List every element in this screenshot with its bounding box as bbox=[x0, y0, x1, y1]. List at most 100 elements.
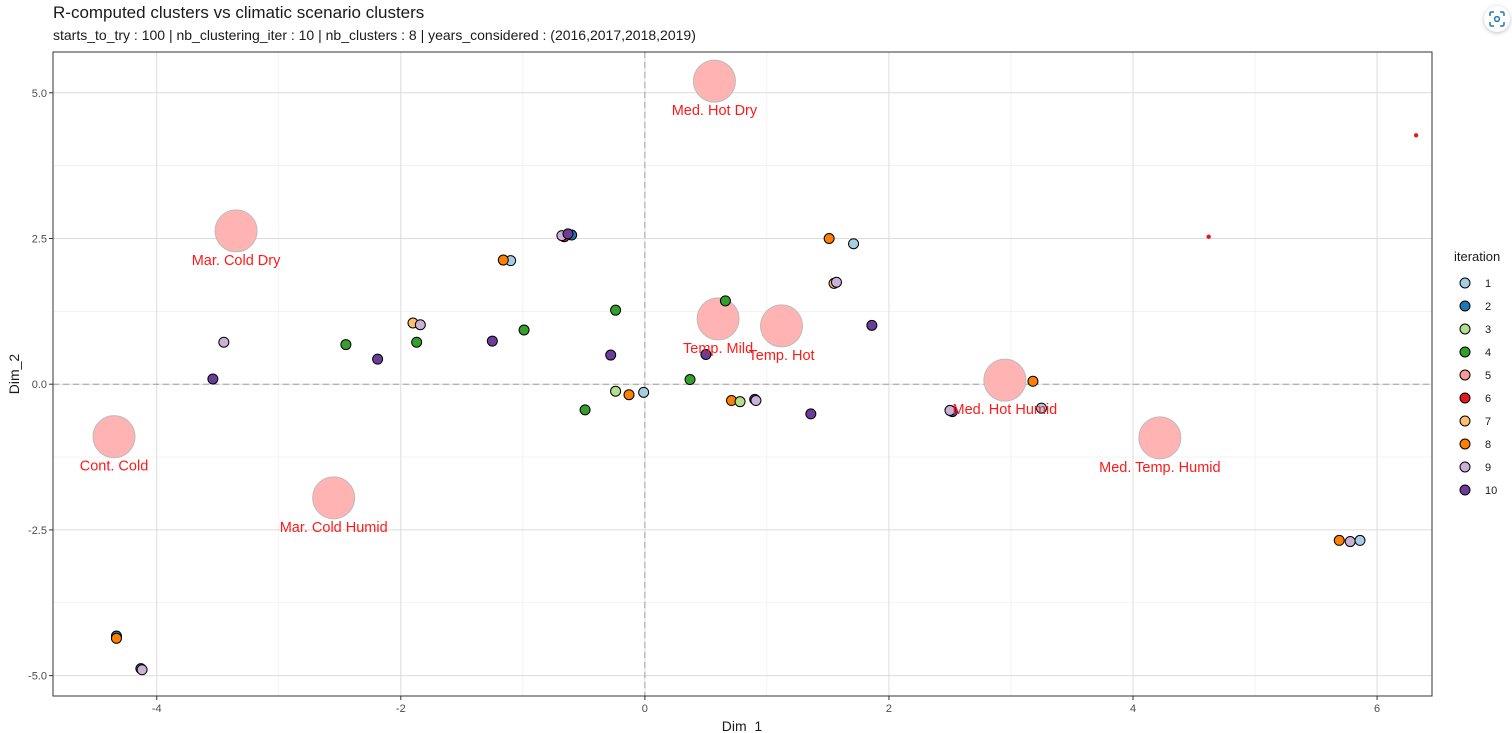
data-point bbox=[805, 408, 817, 420]
chart-subtitle: starts_to_try : 100 | nb_clustering_iter… bbox=[53, 27, 696, 43]
data-point bbox=[623, 389, 635, 401]
data-point bbox=[944, 404, 956, 416]
y-tick-label: 0.0 bbox=[32, 379, 47, 391]
legend-label: 9 bbox=[1485, 462, 1491, 474]
legend-key bbox=[1459, 300, 1471, 312]
legend: iteration 1 2 3 4 5 6 7 8 9 10 bbox=[1454, 249, 1500, 497]
legend-label: 4 bbox=[1485, 347, 1491, 359]
x-axis-ticks: -4 -2 0 2 4 6 bbox=[152, 696, 1380, 715]
scenario-cluster-label: Mar. Cold Humid bbox=[280, 520, 388, 536]
data-point bbox=[207, 373, 219, 385]
scenario-cluster-label: Temp. Hot bbox=[749, 348, 815, 364]
expand-button[interactable] bbox=[1484, 6, 1510, 32]
scenario-cluster-label: Med. Hot Dry bbox=[672, 103, 758, 119]
data-point bbox=[518, 324, 530, 336]
x-tick-label: 6 bbox=[1374, 703, 1380, 715]
legend-key bbox=[1459, 346, 1471, 358]
y-tick-label: 5.0 bbox=[32, 88, 47, 100]
y-axis-ticks: -5.0 -2.5 0.0 2.5 5.0 bbox=[28, 88, 53, 683]
data-point bbox=[1413, 133, 1419, 138]
data-point bbox=[1027, 375, 1039, 387]
data-point bbox=[1344, 536, 1356, 548]
data-point bbox=[136, 664, 148, 676]
data-point bbox=[823, 232, 835, 244]
legend-label: 8 bbox=[1485, 439, 1491, 451]
x-tick-label: -2 bbox=[396, 703, 406, 715]
data-point bbox=[1035, 402, 1047, 414]
x-tick-label: 4 bbox=[1130, 703, 1136, 715]
data-point bbox=[1206, 234, 1211, 239]
legend-label: 10 bbox=[1485, 485, 1497, 497]
zero-reference-lines bbox=[53, 52, 1432, 696]
scenario-cluster-circles bbox=[92, 59, 1182, 520]
data-point bbox=[1333, 534, 1345, 546]
scenario-cluster-circle bbox=[92, 415, 136, 459]
data-point bbox=[340, 339, 352, 351]
legend-label: 2 bbox=[1485, 301, 1491, 313]
data-point bbox=[750, 395, 762, 407]
scan-icon bbox=[1489, 11, 1505, 27]
x-tick-label: 0 bbox=[642, 703, 648, 715]
y-tick-label: -5.0 bbox=[28, 671, 47, 683]
legend-key bbox=[1459, 461, 1471, 473]
plot-border bbox=[52, 51, 1433, 697]
scenario-cluster-label: Temp. Mild bbox=[683, 341, 753, 357]
data-point bbox=[638, 386, 650, 398]
data-point bbox=[610, 304, 622, 316]
legend-label: 7 bbox=[1485, 416, 1491, 428]
legend-label: 5 bbox=[1485, 370, 1491, 382]
data-point bbox=[830, 276, 842, 288]
scenario-cluster-circle bbox=[983, 358, 1027, 402]
data-point bbox=[610, 385, 622, 397]
data-point bbox=[579, 404, 591, 416]
scenario-cluster-label: Med. Hot Humid bbox=[952, 402, 1057, 418]
scenario-cluster-labels: Med. Hot Dry Mar. Cold Dry Temp. MildTemp.… bbox=[80, 103, 1221, 536]
x-axis-title: Dim_1 bbox=[722, 718, 763, 733]
legend-key bbox=[1459, 484, 1471, 496]
scenario-cluster-circle bbox=[214, 209, 258, 253]
x-tick-label: 2 bbox=[886, 703, 892, 715]
x-tick-label: -4 bbox=[152, 703, 162, 715]
legend-label: 6 bbox=[1485, 393, 1491, 405]
data-point bbox=[605, 349, 617, 361]
data-point bbox=[1354, 534, 1366, 546]
data-point bbox=[218, 336, 230, 348]
iteration-points bbox=[110, 133, 1419, 676]
scenario-cluster-circle bbox=[1138, 416, 1182, 460]
legend-key bbox=[1459, 415, 1471, 427]
data-point bbox=[848, 238, 860, 250]
data-point bbox=[719, 295, 731, 307]
y-tick-label: 2.5 bbox=[32, 233, 47, 245]
data-point bbox=[372, 353, 384, 365]
minor-gridlines bbox=[53, 52, 1432, 696]
major-gridlines bbox=[53, 52, 1432, 696]
data-point bbox=[110, 632, 122, 644]
legend-key bbox=[1459, 438, 1471, 450]
legend-key bbox=[1459, 369, 1471, 381]
legend-key bbox=[1459, 277, 1471, 289]
data-point bbox=[734, 396, 746, 408]
legend-label: 1 bbox=[1485, 278, 1491, 290]
data-point bbox=[866, 319, 878, 331]
scenario-cluster-circle bbox=[760, 304, 804, 348]
scenario-cluster-label: Cont. Cold bbox=[80, 459, 149, 475]
scenario-cluster-circle bbox=[696, 297, 740, 341]
data-point bbox=[700, 348, 712, 360]
y-axis-title: Dim_2 bbox=[6, 354, 22, 395]
scenario-cluster-circle bbox=[312, 476, 356, 520]
legend-label: 3 bbox=[1485, 324, 1491, 336]
data-point bbox=[684, 374, 696, 386]
data-point bbox=[411, 336, 423, 348]
data-point bbox=[486, 335, 498, 347]
chart-title: R-computed clusters vs climatic scenario… bbox=[53, 3, 424, 22]
data-point bbox=[562, 228, 574, 240]
legend-title: iteration bbox=[1454, 249, 1500, 264]
data-point bbox=[497, 254, 509, 266]
y-tick-label: -2.5 bbox=[28, 525, 47, 537]
scenario-cluster-circle bbox=[692, 59, 736, 103]
legend-key bbox=[1459, 392, 1471, 404]
legend-key bbox=[1459, 323, 1471, 335]
data-point bbox=[414, 319, 426, 331]
plot-panel bbox=[53, 52, 1432, 696]
